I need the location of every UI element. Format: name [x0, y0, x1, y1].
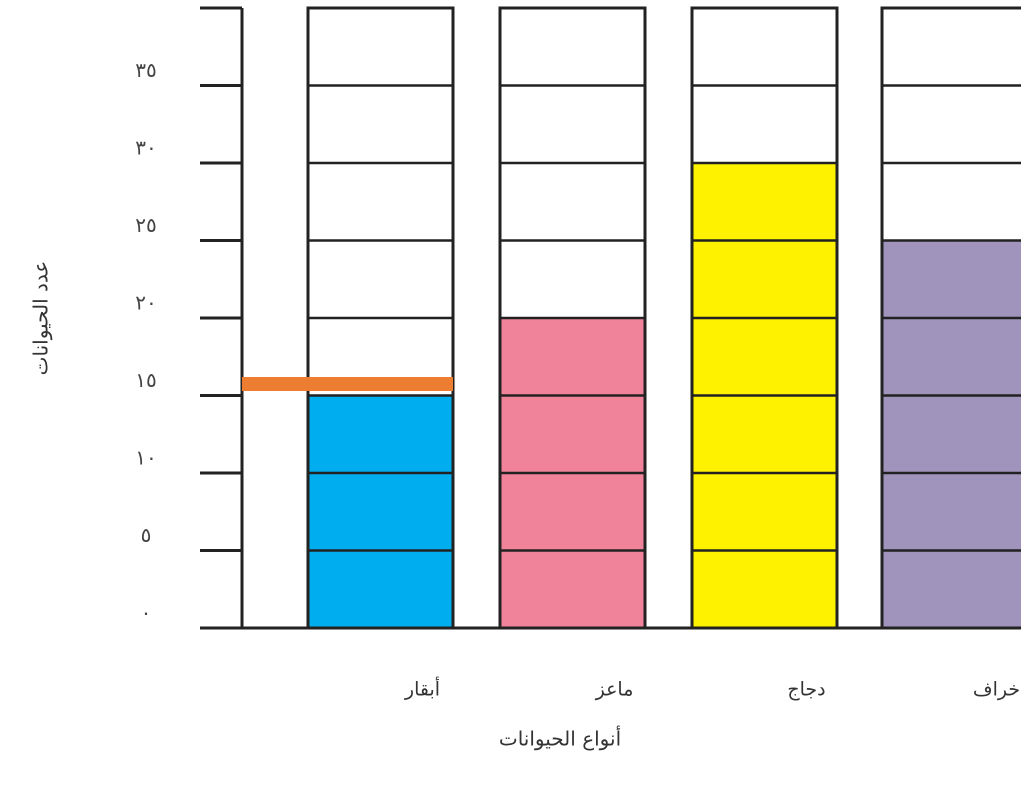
y-tick-label: ١٥	[135, 368, 156, 392]
x-tick-label: ماعز	[595, 679, 634, 701]
y-tick-label: ١٠	[135, 446, 156, 470]
y-tick-label: ٥	[141, 523, 152, 547]
y-tick-label: ٠	[141, 601, 152, 625]
bar	[882, 240, 1021, 628]
x-tick-label: أبقار	[404, 677, 440, 701]
x-tick-label: دجاج	[787, 679, 825, 701]
bar	[308, 395, 453, 628]
y-tick-label: ٢٥	[135, 213, 156, 237]
x-axis-title: أنواع الحيوانات	[499, 726, 621, 751]
y-axis-title: عدد الحيوانات	[29, 261, 53, 376]
y-tick-label: ٢٠	[135, 291, 156, 315]
y-tick-label: ٣٥	[135, 58, 156, 82]
x-tick-label: خراف	[973, 679, 1020, 701]
y-tick-label: ٣٠	[135, 136, 156, 160]
